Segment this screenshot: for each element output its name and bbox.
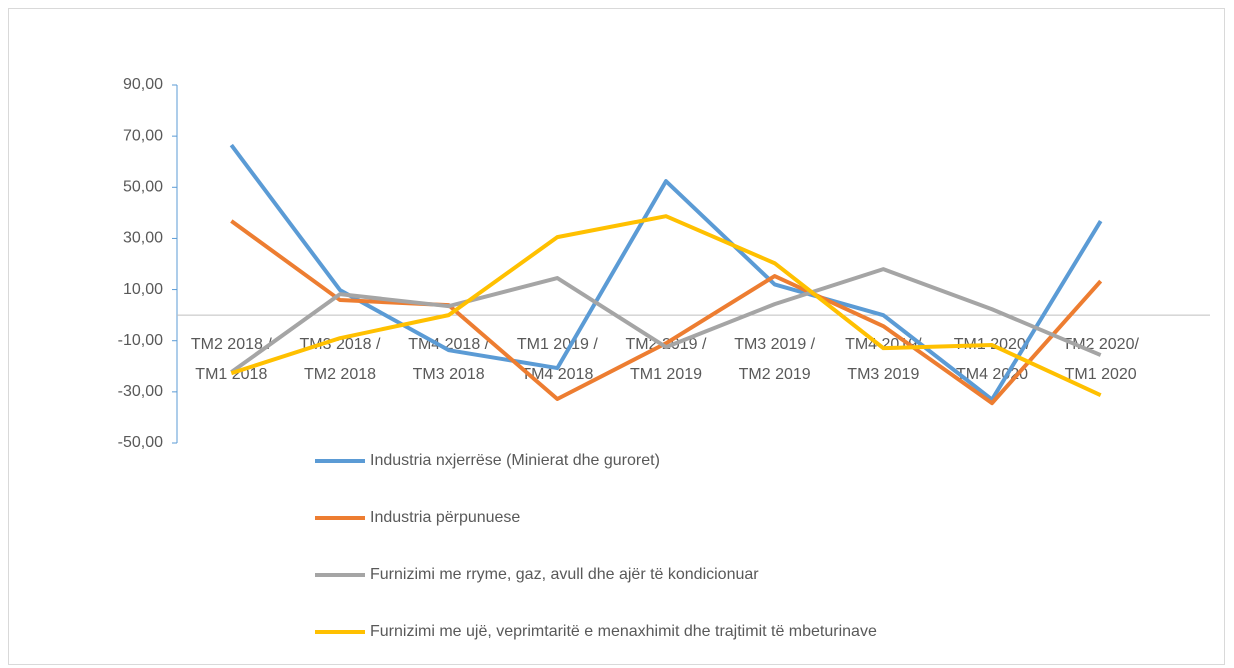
legend-label: Furnizimi me ujë, veprimtaritë e menaxhi… — [370, 623, 877, 640]
x-tick-label: TM4 2018 — [521, 366, 593, 383]
x-tick-label: TM3 2019 / — [734, 336, 815, 353]
x-tick-label: TM3 2019 — [847, 366, 919, 383]
y-tick-label: -30,00 — [118, 383, 163, 400]
series-line — [229, 143, 1103, 402]
x-tick-label: TM1 2019 / — [517, 336, 598, 353]
x-tick-label: TM3 2018 — [413, 366, 485, 383]
y-tick-label: 10,00 — [123, 281, 163, 298]
y-tick-label: -10,00 — [118, 332, 163, 349]
legend-label: Industria përpunuese — [370, 509, 520, 526]
y-tick-label: 30,00 — [123, 230, 163, 247]
y-tick-label: 90,00 — [123, 76, 163, 93]
x-tick-label: TM2 2019 — [739, 366, 811, 383]
legend-label: Industria nxjerrëse (Minierat dhe gurore… — [370, 452, 660, 469]
y-tick-label: 50,00 — [123, 179, 163, 196]
y-tick-label: 70,00 — [123, 127, 163, 144]
y-tick-label: -50,00 — [118, 434, 163, 451]
series-line — [230, 219, 1103, 406]
series-line — [230, 214, 1102, 397]
x-tick-label: TM1 2019 — [630, 366, 702, 383]
x-tick-label: TM2 2018 — [304, 366, 376, 383]
x-tick-label: TM3 2018 / — [300, 336, 381, 353]
x-tick-label: TM2 2018 / — [191, 336, 272, 353]
x-tick-label: TM1 2018 — [195, 366, 267, 383]
series-line — [230, 267, 1102, 374]
legend-label: Furnizimi me rryme, gaz, avull dhe ajër … — [370, 566, 759, 583]
chart-frame — [8, 8, 1225, 665]
x-tick-label: TM1 2020 — [1065, 366, 1137, 383]
